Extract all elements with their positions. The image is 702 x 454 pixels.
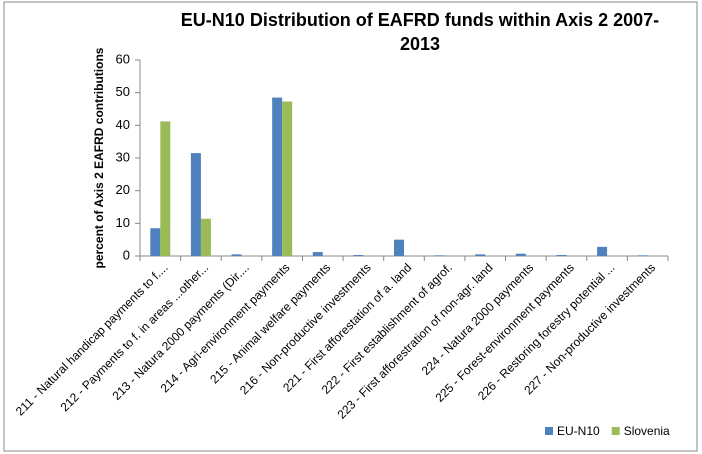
x-tick-label: 212 - Payments to f. in areas ...other..…: [58, 260, 212, 414]
bar: [272, 97, 283, 256]
x-tick-label: 211 - Natural handicap payments to f....: [13, 260, 171, 418]
y-tick-label: 60: [116, 51, 130, 66]
bar: [190, 153, 201, 256]
bar: [515, 253, 526, 256]
bar: [597, 246, 608, 256]
bar: [394, 239, 404, 256]
bar: [160, 121, 171, 256]
y-axis-label: percent of Axis 2 EAFRD contributions: [92, 47, 106, 268]
y-tick-label: 40: [116, 117, 130, 132]
chart-title: EU-N10 Distribution of EAFRD funds withi…: [180, 10, 660, 54]
bar: [150, 228, 161, 256]
bar: [353, 255, 364, 256]
y-tick-label: 20: [116, 182, 130, 197]
legend-swatch: [611, 427, 620, 435]
y-tick-label: 0: [123, 247, 130, 262]
bar: [231, 254, 242, 256]
y-tick-label: 10: [116, 215, 130, 230]
bar: [475, 254, 486, 256]
legend-label: Slovenia: [624, 424, 670, 438]
y-tick-label: 30: [116, 149, 130, 164]
bar: [637, 255, 648, 256]
bar: [556, 255, 567, 256]
legend-swatch: [545, 427, 553, 435]
bar: [434, 255, 445, 256]
y-tick-label: 50: [116, 84, 130, 99]
chart-border: [3, 1, 698, 452]
legend-label: EU-N10: [557, 424, 600, 438]
bar: [282, 101, 293, 256]
bar: [312, 252, 323, 256]
bar: [200, 218, 211, 256]
